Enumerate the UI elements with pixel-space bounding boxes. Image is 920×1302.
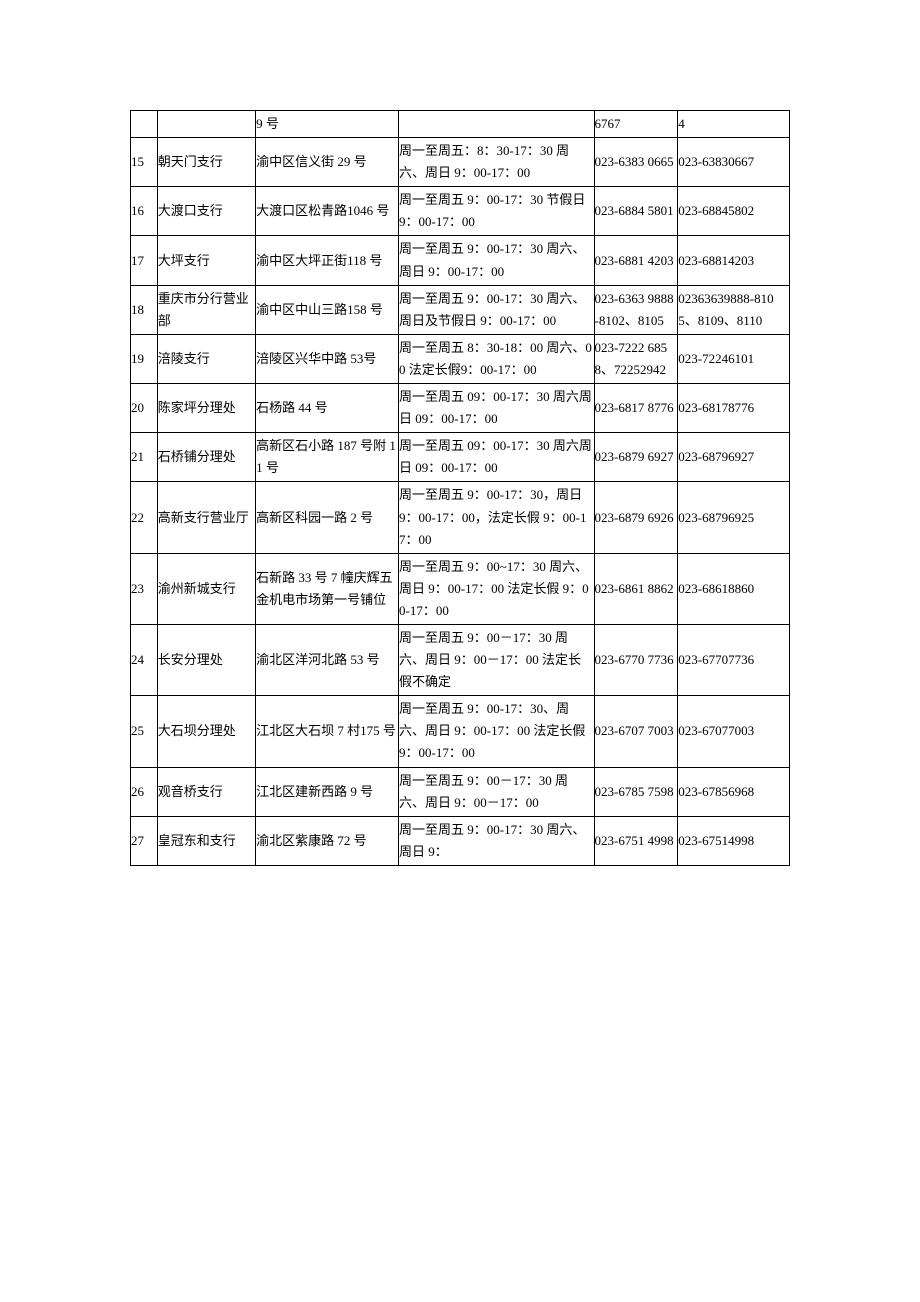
cell-phone1: 023-6770 7736: [594, 624, 678, 695]
table-row: 19涪陵支行涪陵区兴华中路 53号周一至周五 8：30-18：00 周六、00 …: [131, 334, 790, 383]
cell-name: 重庆市分行营业部: [157, 285, 255, 334]
cell-name: 朝天门支行: [157, 138, 255, 187]
cell-phone2: 023-67514998: [678, 816, 790, 865]
cell-num: [131, 111, 158, 138]
cell-phone2: 023-67707736: [678, 624, 790, 695]
cell-addr: 渝北区紫康路 72 号: [256, 816, 399, 865]
cell-num: 26: [131, 767, 158, 816]
cell-name: 高新支行营业厅: [157, 482, 255, 553]
table-row: 16大渡口支行大渡口区松青路1046 号周一至周五 9：00-17：30 节假日…: [131, 187, 790, 236]
cell-num: 20: [131, 384, 158, 433]
table-row: 26观音桥支行江北区建新西路 9 号周一至周五 9：00－17：30 周六、周日…: [131, 767, 790, 816]
cell-hours: 周一至周五 9：00-17：30、周六、周日 9：00-17：00 法定长假 9…: [399, 696, 594, 767]
cell-addr: 石杨路 44 号: [256, 384, 399, 433]
cell-name: 大渡口支行: [157, 187, 255, 236]
cell-hours: 周一至周五 9：00－17：30 周六、周日 9：00－17：00 法定长假不确…: [399, 624, 594, 695]
cell-phone2: 02363639888-8105、8109、8110: [678, 285, 790, 334]
table-row: 24长安分理处渝北区洋河北路 53 号周一至周五 9：00－17：30 周六、周…: [131, 624, 790, 695]
cell-num: 18: [131, 285, 158, 334]
cell-phone1: 023-6861 8862: [594, 553, 678, 624]
cell-hours: 周一至周五 9：00-17：30 周六、周日及节假日 9：00-17：00: [399, 285, 594, 334]
cell-phone1: 023-6785 7598: [594, 767, 678, 816]
cell-phone2: 023-68796927: [678, 433, 790, 482]
cell-hours: 周一至周五 09：00-17：30 周六周日 09：00-17：00: [399, 433, 594, 482]
cell-phone2: 023-67077003: [678, 696, 790, 767]
cell-name: 陈家坪分理处: [157, 384, 255, 433]
table-row: 9 号 67674: [131, 111, 790, 138]
cell-hours: 周一至周五 9：00－17：30 周六、周日 9：00－17：00: [399, 767, 594, 816]
cell-hours: [399, 111, 594, 138]
cell-name: 大石坝分理处: [157, 696, 255, 767]
cell-addr: 大渡口区松青路1046 号: [256, 187, 399, 236]
cell-phone2: 023-67856968: [678, 767, 790, 816]
cell-num: 27: [131, 816, 158, 865]
cell-hours: 周一至周五 8：30-18：00 周六、00 法定长假9：00-17：00: [399, 334, 594, 383]
cell-addr: 9 号: [256, 111, 399, 138]
cell-name: 观音桥支行: [157, 767, 255, 816]
table-row: 23渝州新城支行石新路 33 号 7 幢庆辉五金机电市场第一号铺位周一至周五 9…: [131, 553, 790, 624]
cell-hours: 周一至周五 9：00~17：30 周六、周日 9：00-17：00 法定长假 9…: [399, 553, 594, 624]
cell-name: 涪陵支行: [157, 334, 255, 383]
cell-addr: 渝中区信义街 29 号: [256, 138, 399, 187]
cell-phone1: 6767: [594, 111, 678, 138]
branch-table: 9 号6767415朝天门支行渝中区信义街 29 号周一至周五：8：30-17：…: [130, 110, 790, 866]
cell-hours: 周一至周五：8：30-17：30 周六、周日 9：00-17：00: [399, 138, 594, 187]
cell-name: 长安分理处: [157, 624, 255, 695]
cell-addr: 渝中区大坪正街118 号: [256, 236, 399, 285]
cell-phone2: 023-63830667: [678, 138, 790, 187]
cell-hours: 周一至周五 09：00-17：30 周六周日 09：00-17：00: [399, 384, 594, 433]
cell-phone1: 023-6751 4998: [594, 816, 678, 865]
table-row: 22高新支行营业厅高新区科园一路 2 号周一至周五 9：00-17：30，周日 …: [131, 482, 790, 553]
table-row: 18重庆市分行营业部渝中区中山三路158 号周一至周五 9：00-17：30 周…: [131, 285, 790, 334]
cell-num: 24: [131, 624, 158, 695]
table-row: 27皇冠东和支行渝北区紫康路 72 号周一至周五 9：00-17：30 周六、周…: [131, 816, 790, 865]
cell-hours: 周一至周五 9：00-17：30，周日 9：00-17：00，法定长假 9：00…: [399, 482, 594, 553]
cell-name: 大坪支行: [157, 236, 255, 285]
cell-num: 15: [131, 138, 158, 187]
cell-addr: 涪陵区兴华中路 53号: [256, 334, 399, 383]
cell-name: 石桥铺分理处: [157, 433, 255, 482]
cell-num: 21: [131, 433, 158, 482]
cell-phone1: 023-6879 6927: [594, 433, 678, 482]
cell-name: 渝州新城支行: [157, 553, 255, 624]
cell-phone1: 023-6881 4203: [594, 236, 678, 285]
table-row: 17大坪支行渝中区大坪正街118 号周一至周五 9：00-17：30 周六、周日…: [131, 236, 790, 285]
cell-num: 23: [131, 553, 158, 624]
cell-addr: 渝北区洋河北路 53 号: [256, 624, 399, 695]
cell-num: 16: [131, 187, 158, 236]
cell-phone1: 023-6817 8776: [594, 384, 678, 433]
cell-addr: 高新区科园一路 2 号: [256, 482, 399, 553]
cell-phone1: 023-6363 9888-8102、8105: [594, 285, 678, 334]
cell-addr: 渝中区中山三路158 号: [256, 285, 399, 334]
cell-phone2: 023-68178776: [678, 384, 790, 433]
cell-phone2: 023-68618860: [678, 553, 790, 624]
cell-name: 皇冠东和支行: [157, 816, 255, 865]
cell-phone2: 023-68796925: [678, 482, 790, 553]
cell-hours: 周一至周五 9：00-17：30 周六、周日 9：: [399, 816, 594, 865]
cell-phone2: 023-72246101: [678, 334, 790, 383]
table-row: 20陈家坪分理处石杨路 44 号周一至周五 09：00-17：30 周六周日 0…: [131, 384, 790, 433]
cell-addr: 江北区大石坝 7 村175 号: [256, 696, 399, 767]
table-row: 15朝天门支行渝中区信义街 29 号周一至周五：8：30-17：30 周六、周日…: [131, 138, 790, 187]
cell-phone1: 023-6884 5801: [594, 187, 678, 236]
cell-num: 25: [131, 696, 158, 767]
cell-hours: 周一至周五 9：00-17：30 节假日 9：00-17：00: [399, 187, 594, 236]
cell-name: [157, 111, 255, 138]
cell-phone2: 023-68845802: [678, 187, 790, 236]
cell-addr: 江北区建新西路 9 号: [256, 767, 399, 816]
table-row: 21石桥铺分理处高新区石小路 187 号附 11 号周一至周五 09：00-17…: [131, 433, 790, 482]
cell-num: 19: [131, 334, 158, 383]
cell-num: 17: [131, 236, 158, 285]
cell-phone2: 023-68814203: [678, 236, 790, 285]
cell-phone1: 023-7222 6858、72252942: [594, 334, 678, 383]
cell-phone1: 023-6383 0665: [594, 138, 678, 187]
cell-phone1: 023-6879 6926: [594, 482, 678, 553]
cell-phone2: 4: [678, 111, 790, 138]
cell-hours: 周一至周五 9：00-17：30 周六、周日 9：00-17：00: [399, 236, 594, 285]
cell-phone1: 023-6707 7003: [594, 696, 678, 767]
table-row: 25大石坝分理处江北区大石坝 7 村175 号周一至周五 9：00-17：30、…: [131, 696, 790, 767]
cell-addr: 石新路 33 号 7 幢庆辉五金机电市场第一号铺位: [256, 553, 399, 624]
cell-num: 22: [131, 482, 158, 553]
cell-addr: 高新区石小路 187 号附 11 号: [256, 433, 399, 482]
